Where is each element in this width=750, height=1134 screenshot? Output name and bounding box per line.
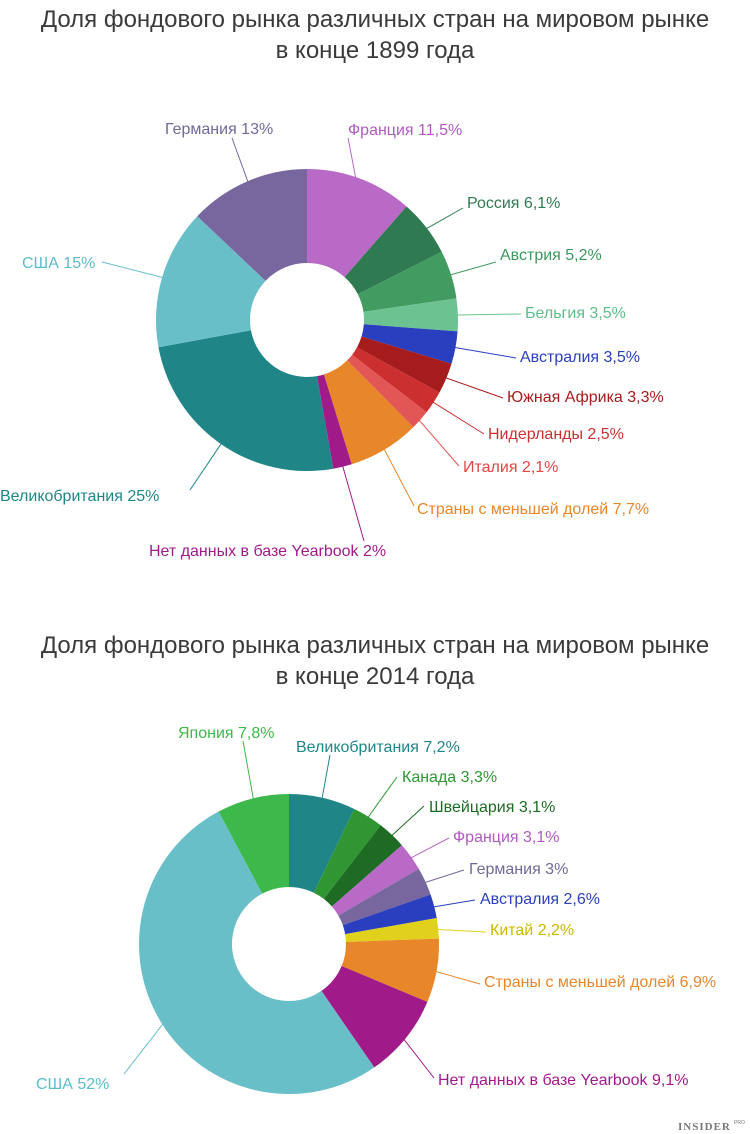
leader-line-germany <box>417 869 465 886</box>
slice-label-belgium: Бельгия 3,5% <box>525 305 626 322</box>
leader-line-germany <box>231 137 251 189</box>
brand-logo: INSIDER PRO <box>678 1120 745 1133</box>
chart-1899: Доля фондового рынка различных стран на … <box>0 6 709 560</box>
slice-label-australia: Австралия 3,5% <box>520 349 640 366</box>
slice-label-usa: США 52% <box>36 1076 109 1093</box>
leader-line-italy <box>413 414 460 467</box>
slice-usa <box>138 811 375 1095</box>
slice-smaller-countries <box>323 360 414 465</box>
slice-russia <box>344 206 442 295</box>
slice-label-canada: Канада 3,3% <box>402 769 497 786</box>
brand-logo-text: INSIDER <box>678 1121 731 1133</box>
leader-line-austria <box>443 261 497 278</box>
slice-label-smaller-countries: Страны с меньшей долей 7,7% <box>417 501 649 518</box>
slice-label-no-data: Нет данных в базе Yearbook 9,1% <box>438 1072 688 1089</box>
leader-line-france <box>404 837 450 862</box>
slice-japan <box>218 794 289 894</box>
slice-switzerland <box>323 825 402 907</box>
slice-france <box>331 845 419 916</box>
slice-label-germany: Германия 3% <box>469 861 568 878</box>
brand-logo-sup: PRO <box>734 1120 745 1126</box>
leader-line-uk <box>189 437 226 491</box>
slice-label-uk: Великобритания 7,2% <box>296 739 460 756</box>
slice-italy <box>347 354 427 428</box>
slice-germany <box>197 169 307 281</box>
chart-2014-labels: Великобритания 7,2% Канада 3,3% Швейцария … <box>36 725 716 1093</box>
slice-smaller-countries <box>341 938 440 1002</box>
chart-1899-title: Доля фондового рынка различных стран на … <box>41 6 709 33</box>
leader-line-australia <box>426 899 476 909</box>
leader-line-usa <box>101 261 171 280</box>
slice-label-south-africa: Южная Африка 3,3% <box>507 389 664 406</box>
chart-2014-subtitle: в конце 2014 года <box>276 663 475 690</box>
slice-label-netherlands: Нидерланды 2,5% <box>488 426 624 443</box>
leader-line-belgium <box>449 313 522 316</box>
slice-label-switzerland: Швейцария 3,1% <box>429 799 555 816</box>
slice-label-italy: Италия 2,1% <box>463 459 558 476</box>
slice-label-china: Китай 2,2% <box>490 922 574 939</box>
chart-2014-slices <box>138 794 440 1095</box>
slice-label-austria: Австрия 5,2% <box>500 247 602 264</box>
slice-canada <box>313 809 381 899</box>
chart-2014-title: Доля фондового рынка различных стран на … <box>41 632 709 659</box>
slice-australia <box>361 324 458 364</box>
slice-australia <box>342 894 437 935</box>
slice-china <box>345 918 439 942</box>
leader-line-no-data <box>398 1033 435 1079</box>
slice-label-uk: Великобритания 25% <box>0 488 159 505</box>
leader-line-smaller-countries <box>380 442 415 507</box>
slice-netherlands <box>352 347 440 413</box>
chart-1899-slices <box>156 169 458 471</box>
leader-line-australia <box>447 345 517 359</box>
slice-uk <box>289 794 355 893</box>
leader-line-smaller-countries <box>428 968 481 985</box>
slice-france <box>307 169 407 278</box>
chart-1899-subtitle: в конце 1899 года <box>276 37 475 64</box>
leader-line-russia <box>419 207 464 233</box>
leader-line-south-africa <box>438 374 504 399</box>
slice-label-russia: Россия 6,1% <box>467 195 560 212</box>
leader-line-netherlands <box>426 397 485 435</box>
leader-line-canada <box>363 776 398 824</box>
leader-line-france <box>347 137 358 187</box>
slice-uk <box>158 330 334 471</box>
slice-usa <box>156 216 266 348</box>
slice-no-data <box>316 374 352 469</box>
slice-label-australia: Австралия 2,6% <box>480 891 600 908</box>
leader-line-switzerland <box>385 805 425 841</box>
slice-label-germany: Германия 13% <box>165 121 273 138</box>
leader-line-no-data <box>340 458 365 542</box>
slice-label-smaller-countries: Страны с меньшей долей 6,9% <box>484 974 716 991</box>
leader-line-china <box>430 928 487 933</box>
slice-austria <box>357 251 457 312</box>
slice-germany <box>338 868 431 926</box>
chart-1899-labels: Франция 11,5% Россия 6,1% Австрия 5,2% Бель… <box>0 121 664 560</box>
chart-2014: Доля фондового рынка различных стран на … <box>36 632 716 1095</box>
slice-south-africa <box>357 336 452 393</box>
slice-label-france: Франция 3,1% <box>453 829 559 846</box>
leader-line-uk <box>320 754 331 806</box>
leader-line-japan <box>242 740 256 807</box>
slice-label-japan: Япония 7,8% <box>178 725 274 742</box>
slice-label-no-data: Нет данных в базе Yearbook 2% <box>149 543 386 560</box>
slice-no-data <box>321 965 428 1068</box>
slice-label-usa: США 15% <box>22 255 95 272</box>
leader-line-usa <box>123 1017 169 1075</box>
slice-belgium <box>363 298 458 332</box>
slice-label-france: Франция 11,5% <box>348 122 462 139</box>
